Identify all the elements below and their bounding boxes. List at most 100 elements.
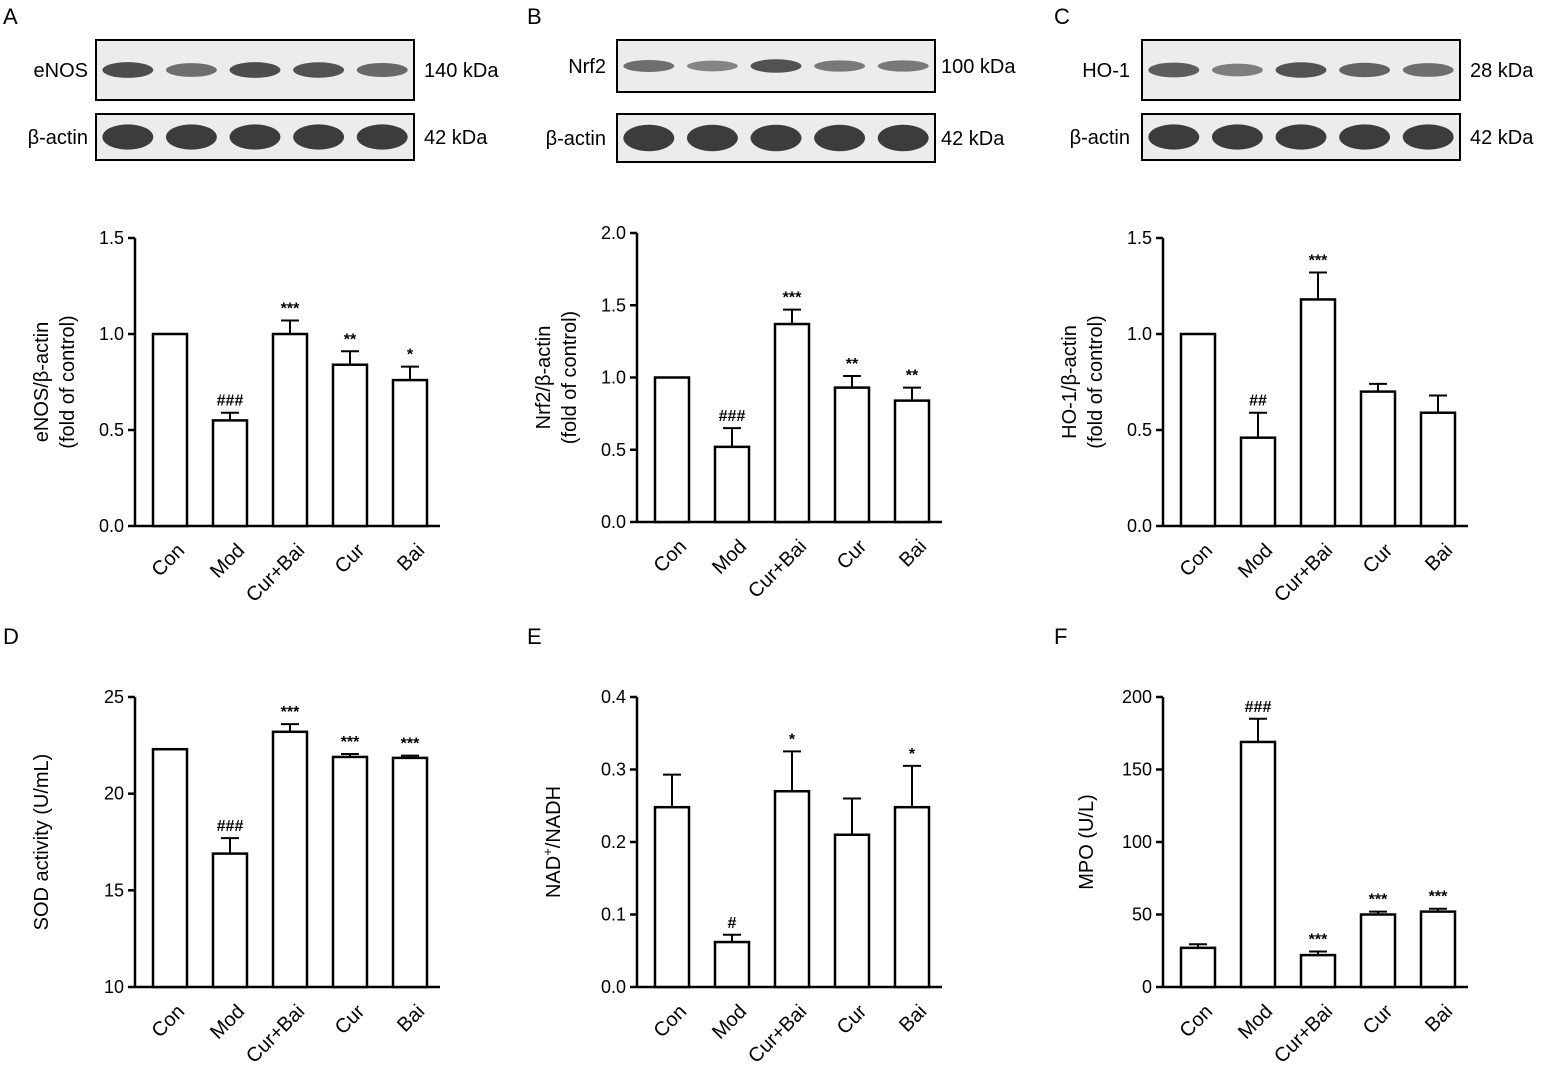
category-label: Mod xyxy=(206,540,249,583)
category-label: Cur xyxy=(331,1000,370,1039)
significance-label: *** xyxy=(281,704,300,721)
y-tick-label: 200 xyxy=(1122,687,1152,707)
category-label: Cur+Bai xyxy=(242,1001,309,1068)
significance-label: ### xyxy=(217,393,244,410)
kda-label: 42 kDa xyxy=(941,128,1005,150)
significance-label: * xyxy=(909,746,916,763)
significance-label: *** xyxy=(341,734,360,751)
y-tick-label: 1.0 xyxy=(601,368,626,388)
blot-label: β-actin xyxy=(1070,127,1130,149)
bar-cur xyxy=(833,386,871,524)
bar-cur xyxy=(331,363,369,528)
panel-letter-A: A xyxy=(3,4,18,29)
y-axis-label-part: NAD xyxy=(543,856,565,898)
y-tick-label: 0.0 xyxy=(601,512,626,532)
y-tick-label: 0.2 xyxy=(601,832,626,852)
y-axis-label-line: (fold of control) xyxy=(559,311,581,444)
y-tick-label: 100 xyxy=(1122,832,1152,852)
blot-band xyxy=(102,124,154,150)
significance-label: *** xyxy=(281,301,300,318)
y-tick-label: 2.0 xyxy=(601,223,626,243)
bar-mod xyxy=(211,419,249,528)
category-label: Cur xyxy=(1359,1000,1398,1039)
blot-band xyxy=(814,60,866,72)
blot-strip: Nrf2 100 kDa xyxy=(568,39,1016,93)
y-tick-label: 0.1 xyxy=(601,905,626,925)
blot-band xyxy=(229,62,281,78)
y-tick-label: 0.5 xyxy=(601,440,626,460)
y-tick-label: 1.5 xyxy=(99,228,124,248)
blot-band xyxy=(229,124,281,150)
category-label: Cur xyxy=(1359,539,1398,578)
blot-band xyxy=(165,63,217,77)
blot-band xyxy=(1402,124,1454,150)
blot-band xyxy=(877,60,929,72)
blot-label: eNOS xyxy=(34,60,88,82)
blot-label: Nrf2 xyxy=(568,56,606,78)
bar-mod xyxy=(1239,436,1277,528)
category-label: Cur+Bai xyxy=(1270,1001,1337,1068)
bar-mod xyxy=(211,852,249,989)
category-label: Con xyxy=(650,1001,692,1043)
bar-bai xyxy=(391,756,429,989)
bar-con xyxy=(1179,946,1217,989)
category-label: Cur xyxy=(833,535,872,574)
bar-bai xyxy=(893,805,931,989)
y-tick-label: 15 xyxy=(104,880,124,900)
category-label: Mod xyxy=(708,536,751,579)
blot-band xyxy=(877,124,929,152)
y-axis-label-line: SOD activity (U/mL) xyxy=(31,754,53,931)
blot-panel-C: HO-1 28 kDa β-actin 42 kDa xyxy=(1070,39,1534,161)
category-label: Bai xyxy=(1421,1001,1457,1037)
y-axis-label: SOD activity (U/mL) xyxy=(31,754,53,931)
blot-panel-A: eNOS 140 kDa β-actin 42 kDa xyxy=(28,39,499,161)
category-label: Bai xyxy=(1421,540,1457,576)
blot-band xyxy=(1211,63,1263,77)
bar-cur xyxy=(833,833,871,989)
bar-mod xyxy=(713,940,751,989)
y-tick-label: 1.0 xyxy=(1127,324,1152,344)
blot-band xyxy=(1339,62,1391,78)
category-label: Cur+Bai xyxy=(744,536,811,603)
blot-band xyxy=(623,124,675,152)
blot-band xyxy=(1275,62,1327,78)
bar-cur-bai xyxy=(773,322,811,524)
y-tick-label: 25 xyxy=(104,687,124,707)
significance-label: * xyxy=(789,731,796,748)
significance-label: *** xyxy=(783,290,802,307)
y-tick-label: 0.5 xyxy=(1127,420,1152,440)
blot-band xyxy=(102,62,154,78)
blot-strip: eNOS 140 kDa xyxy=(34,39,499,101)
significance-label: ** xyxy=(846,356,859,373)
category-label: Mod xyxy=(1234,1001,1277,1044)
blot-label: β-actin xyxy=(28,127,88,149)
blot-band xyxy=(750,59,802,73)
y-axis-label: NAD+/NADH xyxy=(540,786,565,898)
significance-label: *** xyxy=(401,736,420,753)
bar-mod xyxy=(1239,740,1277,989)
blot-band xyxy=(1148,124,1200,150)
bar-con xyxy=(151,332,189,528)
y-tick-label: 50 xyxy=(1132,905,1152,925)
kda-label: 28 kDa xyxy=(1470,60,1534,82)
panel-letter-D: D xyxy=(3,624,19,649)
y-tick-label: 150 xyxy=(1122,760,1152,780)
bar-cur-bai xyxy=(271,332,309,528)
significance-label: # xyxy=(728,915,737,932)
y-axis-label-line: (fold of control) xyxy=(57,315,79,448)
significance-label: * xyxy=(407,347,414,364)
y-axis-label-line: HO-1/β-actin xyxy=(1059,325,1081,439)
bar-cur xyxy=(331,755,369,989)
panel-letter-E: E xyxy=(527,624,542,649)
category-label: Cur+Bai xyxy=(1270,540,1337,607)
category-label: Con xyxy=(148,1001,190,1043)
bar-chart-B: 0.0 0.5 1.0 1.5 2.0 Nrf2/β-actin (fold of cont… xyxy=(533,223,942,603)
y-tick-label: 0.3 xyxy=(601,760,626,780)
blot-band xyxy=(814,124,866,152)
y-axis-label-line: Nrf2/β-actin xyxy=(533,326,555,430)
significance-label: *** xyxy=(1429,889,1448,906)
y-axis-label-line: MPO (U/L) xyxy=(1076,794,1098,890)
y-tick-label: 1.5 xyxy=(1127,228,1152,248)
blot-band xyxy=(623,60,675,72)
